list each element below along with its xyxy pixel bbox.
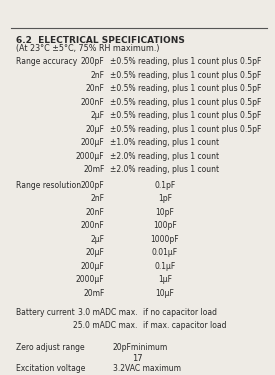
Text: 10μF: 10μF [156, 289, 174, 298]
Text: 200pF: 200pF [81, 57, 104, 66]
Text: ±2.0% reading, plus 1 count: ±2.0% reading, plus 1 count [110, 165, 219, 174]
Text: ±0.5% reading, plus 1 count plus 0.5pF: ±0.5% reading, plus 1 count plus 0.5pF [110, 111, 261, 120]
Text: 2μF: 2μF [90, 235, 104, 244]
Text: 1000pF: 1000pF [151, 235, 179, 244]
Text: 2000μF: 2000μF [76, 275, 104, 284]
Text: 0.1pF: 0.1pF [154, 181, 176, 190]
Text: Zero adjust range: Zero adjust range [16, 343, 85, 352]
Text: 2nF: 2nF [90, 70, 104, 80]
Text: if max. capacitor load: if max. capacitor load [143, 321, 227, 330]
Text: 20μF: 20μF [86, 124, 104, 134]
Text: ±0.5% reading, plus 1 count plus 0.5pF: ±0.5% reading, plus 1 count plus 0.5pF [110, 98, 261, 106]
Text: ±0.5% reading, plus 1 count plus 0.5pF: ±0.5% reading, plus 1 count plus 0.5pF [110, 70, 261, 80]
Text: ±0.5% reading, plus 1 count plus 0.5pF: ±0.5% reading, plus 1 count plus 0.5pF [110, 124, 261, 134]
Text: 6.2  ELECTRICAL SPECIFICATIONS: 6.2 ELECTRICAL SPECIFICATIONS [16, 36, 185, 45]
Text: Range accuracy: Range accuracy [16, 57, 78, 66]
Text: 3.2VAC maximum: 3.2VAC maximum [113, 364, 181, 374]
Text: 0.1μF: 0.1μF [154, 262, 176, 271]
Text: 0.01μF: 0.01μF [152, 248, 178, 257]
Text: 20μF: 20μF [86, 248, 104, 257]
Text: ±2.0% reading, plus 1 count: ±2.0% reading, plus 1 count [110, 152, 219, 160]
Text: 200μF: 200μF [81, 262, 104, 271]
Text: 3.0 mADC max.: 3.0 mADC max. [78, 308, 138, 316]
Text: 20nF: 20nF [86, 84, 104, 93]
Text: Battery current: Battery current [16, 308, 75, 316]
Text: 1pF: 1pF [158, 194, 172, 203]
Text: 1μF: 1μF [158, 275, 172, 284]
Text: ±1.0% reading, plus 1 count: ±1.0% reading, plus 1 count [110, 138, 219, 147]
Text: ±0.5% reading, plus 1 count plus 0.5pF: ±0.5% reading, plus 1 count plus 0.5pF [110, 57, 261, 66]
Text: 10pF: 10pF [156, 208, 174, 217]
Text: 2nF: 2nF [90, 194, 104, 203]
Text: 17: 17 [132, 354, 143, 363]
Text: 20mF: 20mF [83, 289, 104, 298]
Text: ±0.5% reading, plus 1 count plus 0.5pF: ±0.5% reading, plus 1 count plus 0.5pF [110, 84, 261, 93]
Text: 200nF: 200nF [81, 98, 104, 106]
Text: Excitation voltage: Excitation voltage [16, 364, 86, 374]
Text: 20mF: 20mF [83, 165, 104, 174]
Text: 20pFminimum: 20pFminimum [113, 343, 168, 352]
Text: 100pF: 100pF [153, 221, 177, 230]
Text: 20nF: 20nF [86, 208, 104, 217]
Text: if no capacitor load: if no capacitor load [143, 308, 217, 316]
Text: 2μF: 2μF [90, 111, 104, 120]
Text: (At 23°C ±5°C, 75% RH maximum.): (At 23°C ±5°C, 75% RH maximum.) [16, 44, 160, 53]
Text: 200μF: 200μF [81, 138, 104, 147]
Text: 2000μF: 2000μF [76, 152, 104, 160]
Text: 25.0 mADC max.: 25.0 mADC max. [73, 321, 138, 330]
Text: 200nF: 200nF [81, 221, 104, 230]
Text: 200pF: 200pF [81, 181, 104, 190]
Text: Range resolution: Range resolution [16, 181, 82, 190]
